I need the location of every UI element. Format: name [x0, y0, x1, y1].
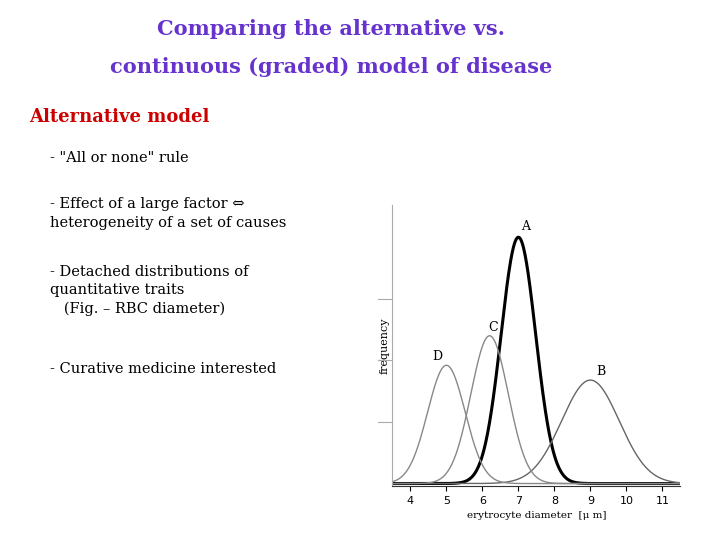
Text: D: D: [433, 350, 443, 363]
Text: - "All or none" rule: - "All or none" rule: [50, 151, 189, 165]
Text: - Detached distributions of
quantitative traits
   (Fig. – RBC diameter): - Detached distributions of quantitative…: [50, 265, 249, 316]
Text: Alternative model: Alternative model: [29, 108, 210, 126]
Text: B: B: [596, 365, 605, 378]
Y-axis label: frequency: frequency: [379, 318, 390, 374]
Text: C: C: [488, 321, 498, 334]
Text: continuous (graded) model of disease: continuous (graded) model of disease: [110, 57, 552, 77]
Text: - Curative medicine interested: - Curative medicine interested: [50, 362, 276, 376]
Text: A: A: [521, 220, 530, 233]
Text: Comparing the alternative vs.: Comparing the alternative vs.: [157, 19, 505, 39]
X-axis label: erytrocyte diameter  [μ m]: erytrocyte diameter [μ m]: [467, 511, 606, 520]
Text: - Effect of a large factor ⇔
heterogeneity of a set of causes: - Effect of a large factor ⇔ heterogenei…: [50, 197, 287, 230]
